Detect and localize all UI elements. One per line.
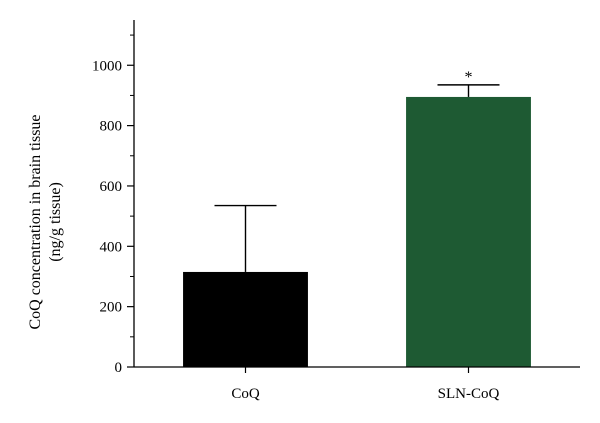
y-axis-label: CoQ concentration in brain tissue (ng/g …: [27, 114, 64, 329]
y-tick-label: 600: [100, 179, 123, 195]
y-tick-label: 0: [115, 360, 123, 376]
x-tick-label: SLN-CoQ: [438, 386, 500, 402]
y-tick-label: 1000: [92, 58, 122, 74]
significance-marker: *: [465, 69, 473, 86]
y-tick-label: 800: [100, 119, 123, 135]
y-tick-label: 400: [100, 239, 123, 255]
bar: [183, 271, 308, 367]
x-tick-label: CoQ: [231, 386, 260, 402]
x-axis-ticks: CoQ SLN-CoQ: [231, 367, 500, 402]
y-axis-ticks: 0 200 400 600 800 1000: [92, 34, 134, 376]
bar: [406, 96, 531, 367]
y-axis-label-line-1: CoQ concentration in brain tissue: [27, 114, 44, 329]
y-axis-label-line-2: (ng/g tissue): [47, 182, 64, 262]
y-tick-label: 200: [100, 300, 123, 316]
plot-area: *: [183, 69, 531, 367]
